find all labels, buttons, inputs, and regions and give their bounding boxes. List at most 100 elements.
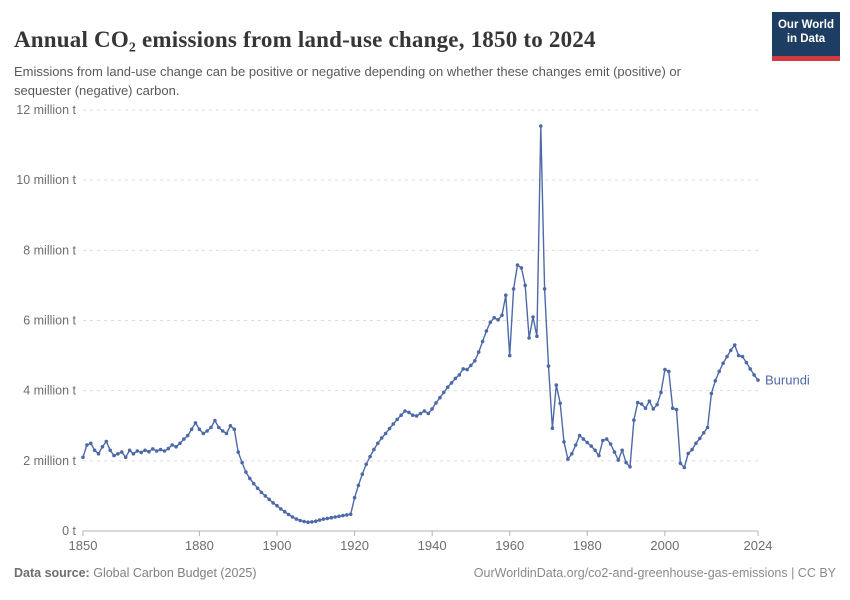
data-point[interactable] <box>539 124 543 128</box>
data-point[interactable] <box>732 343 737 347</box>
data-point[interactable] <box>251 481 256 486</box>
data-point[interactable] <box>620 448 624 453</box>
data-point[interactable] <box>449 381 454 385</box>
data-point[interactable] <box>465 367 469 372</box>
data-point[interactable] <box>740 354 745 359</box>
data-point[interactable] <box>337 514 341 519</box>
data-point[interactable] <box>201 431 206 436</box>
data-point[interactable] <box>217 425 221 430</box>
data-point[interactable] <box>624 460 628 465</box>
data-point[interactable] <box>333 515 338 519</box>
data-point[interactable] <box>713 379 718 383</box>
data-point[interactable] <box>682 465 687 470</box>
data-point[interactable] <box>372 447 376 452</box>
data-point[interactable] <box>263 494 268 498</box>
data-point[interactable] <box>286 512 291 517</box>
data-point[interactable] <box>325 516 330 521</box>
data-point[interactable] <box>410 413 415 418</box>
data-point[interactable] <box>504 293 508 298</box>
data-point[interactable] <box>310 520 314 524</box>
data-point[interactable] <box>96 452 101 456</box>
data-point[interactable] <box>356 483 361 488</box>
data-point[interactable] <box>589 444 593 448</box>
data-point[interactable] <box>131 452 136 456</box>
data-point[interactable] <box>461 367 466 371</box>
data-point[interactable] <box>158 447 163 452</box>
data-point[interactable] <box>189 427 194 432</box>
data-point[interactable] <box>135 449 140 453</box>
data-point[interactable] <box>345 513 349 517</box>
data-point[interactable] <box>612 450 617 454</box>
data-point[interactable] <box>686 451 690 456</box>
data-point[interactable] <box>523 283 527 288</box>
data-point[interactable] <box>422 409 427 413</box>
data-point[interactable] <box>756 378 760 382</box>
data-point[interactable] <box>294 517 299 521</box>
data-point[interactable] <box>368 454 372 459</box>
data-point[interactable] <box>174 445 178 449</box>
data-point[interactable] <box>488 320 493 325</box>
data-point[interactable] <box>282 509 287 514</box>
data-point[interactable] <box>329 515 334 520</box>
data-point[interactable] <box>426 411 431 416</box>
data-point[interactable] <box>577 433 582 438</box>
data-point[interactable] <box>550 426 555 431</box>
data-point[interactable] <box>166 446 171 451</box>
data-point[interactable] <box>542 287 547 291</box>
data-point[interactable] <box>570 452 574 456</box>
data-point[interactable] <box>694 441 698 446</box>
data-point[interactable] <box>748 367 752 371</box>
data-point[interactable] <box>321 517 326 521</box>
data-point[interactable] <box>453 376 458 381</box>
data-point[interactable] <box>566 457 570 461</box>
data-point[interactable] <box>725 354 729 359</box>
data-point[interactable] <box>143 448 147 453</box>
owid-logo[interactable]: Our World in Data <box>772 12 840 61</box>
data-point[interactable] <box>92 448 97 453</box>
data-point[interactable] <box>698 436 702 441</box>
data-point[interactable] <box>484 329 489 333</box>
data-point[interactable] <box>628 465 632 469</box>
data-point[interactable] <box>306 520 310 524</box>
data-point[interactable] <box>655 402 659 407</box>
data-point[interactable] <box>705 425 710 430</box>
data-point[interactable] <box>651 407 656 411</box>
data-point[interactable] <box>352 495 357 500</box>
data-point[interactable] <box>674 407 679 412</box>
data-point[interactable] <box>120 450 124 454</box>
data-point[interactable] <box>220 429 225 433</box>
data-point[interactable] <box>112 453 116 458</box>
data-point[interactable] <box>81 455 85 460</box>
data-point[interactable] <box>531 315 535 319</box>
data-point[interactable] <box>581 437 586 441</box>
data-point[interactable] <box>100 445 105 449</box>
data-point[interactable] <box>434 401 438 405</box>
data-point[interactable] <box>178 441 182 446</box>
data-point[interactable] <box>500 313 504 318</box>
data-point[interactable] <box>469 363 473 368</box>
data-point[interactable] <box>271 501 275 505</box>
data-point[interactable] <box>635 400 640 405</box>
data-point[interactable] <box>290 515 295 519</box>
data-point[interactable] <box>729 348 733 353</box>
data-point[interactable] <box>701 431 706 435</box>
data-point[interactable] <box>395 417 400 422</box>
data-point[interactable] <box>387 426 392 431</box>
data-point[interactable] <box>185 433 190 438</box>
data-point[interactable] <box>562 440 566 444</box>
data-point[interactable] <box>690 447 694 452</box>
data-point[interactable] <box>244 470 248 474</box>
data-point[interactable] <box>744 360 749 365</box>
data-point[interactable] <box>391 422 396 426</box>
data-point[interactable] <box>302 519 306 524</box>
data-point[interactable] <box>721 361 725 366</box>
data-point[interactable] <box>430 407 434 411</box>
data-point[interactable] <box>236 450 240 454</box>
data-point[interactable] <box>259 490 264 495</box>
data-point[interactable] <box>752 373 756 377</box>
data-point[interactable] <box>205 429 209 433</box>
data-point[interactable] <box>403 409 407 413</box>
data-point[interactable] <box>511 287 516 291</box>
data-point[interactable] <box>608 442 613 446</box>
